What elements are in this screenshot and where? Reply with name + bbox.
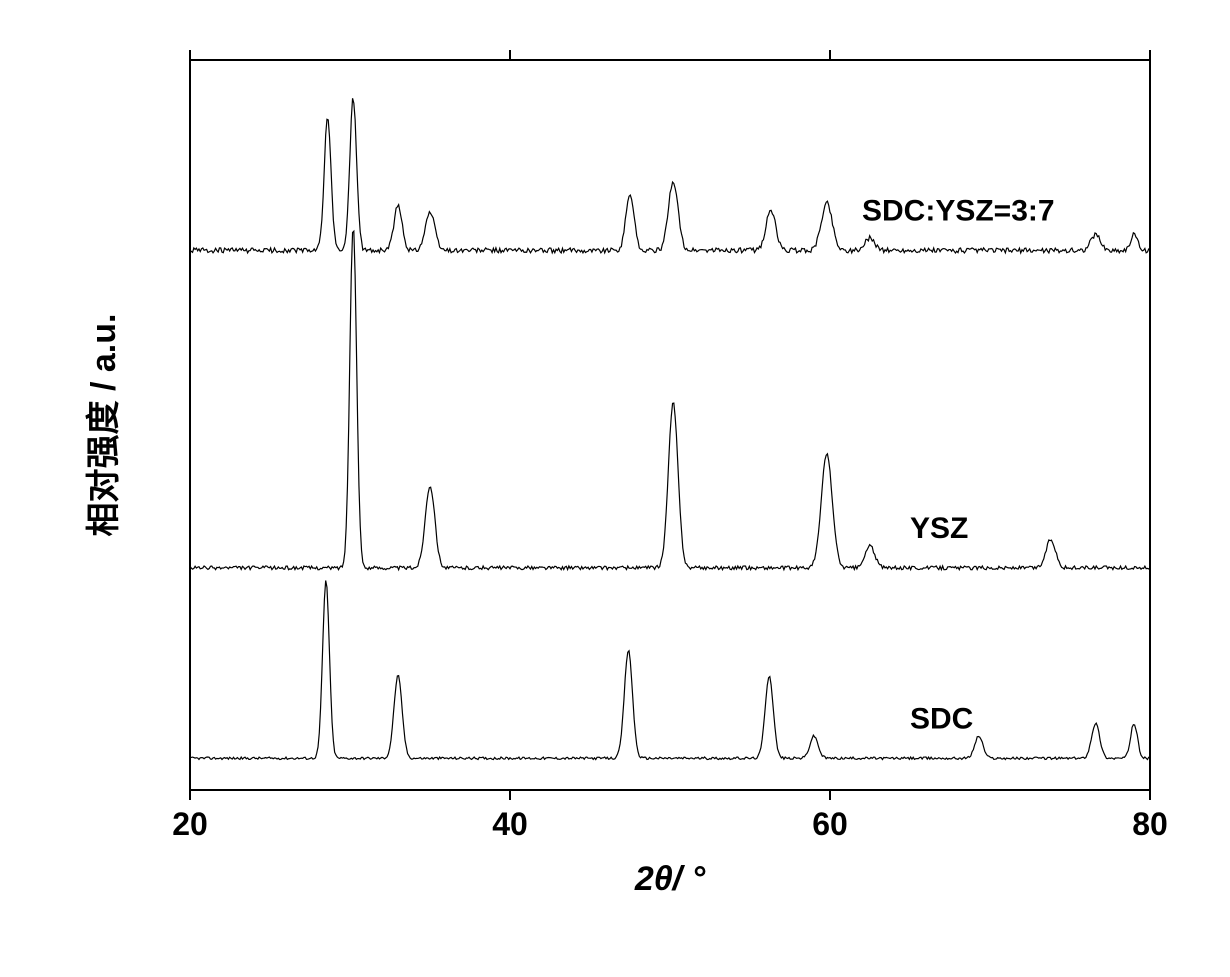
- series-label: SDC: [910, 702, 973, 735]
- x-tick-label: 60: [812, 806, 848, 842]
- x-tick-label: 20: [172, 806, 208, 842]
- xrd-chart: 20 40 60 80 2θ/ ° 相对强度 / a.u. SDC YSZ SDC:YSZ=3:…: [60, 40, 1170, 920]
- x-tick-label: 80: [1132, 806, 1168, 842]
- x-tick-label: 40: [492, 806, 528, 842]
- series-label: SDC:YSZ=3:7: [862, 194, 1055, 227]
- x-axis-label: 2θ/ °: [634, 860, 706, 898]
- y-axis-label: 相对强度 / a.u.: [85, 314, 123, 537]
- series-label: YSZ: [910, 512, 968, 545]
